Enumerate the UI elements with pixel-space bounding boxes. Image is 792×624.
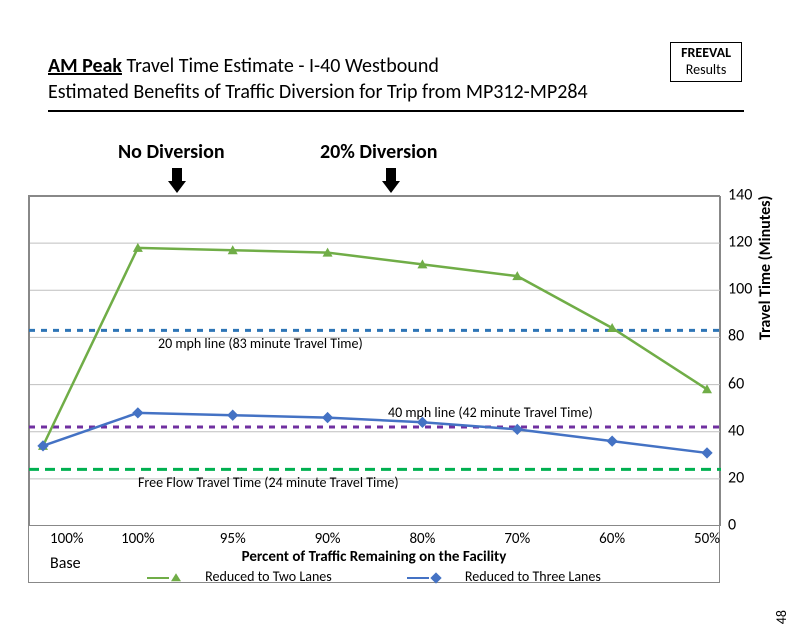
y-tick: 60 xyxy=(728,374,768,393)
x-tick: 90% xyxy=(315,530,341,548)
x-tick-100-outside: 100% xyxy=(50,530,84,548)
annotation-freeflow: Free Flow Travel Time (24 minute Travel … xyxy=(138,474,399,491)
title-line2: Estimated Benefits of Traffic Diversion … xyxy=(48,80,744,104)
x-tick: 70% xyxy=(504,530,530,548)
y-tick: 140 xyxy=(728,186,768,205)
chart-container: Percent of Traffic Remaining on the Faci… xyxy=(28,195,720,583)
arrow-icon xyxy=(168,168,186,194)
annotation-40mph: 40 mph line (42 minute Travel Time) xyxy=(388,404,593,421)
y-tick: 80 xyxy=(728,327,768,346)
y-tick: 100 xyxy=(728,280,768,299)
x-tick: 100% xyxy=(121,530,155,548)
x-tick: 60% xyxy=(599,530,625,548)
title-rule xyxy=(48,110,744,112)
arrow-icon xyxy=(382,168,400,194)
title-underline: AM Peak xyxy=(48,54,122,78)
base-label: Base xyxy=(50,554,81,573)
slide-number: 48 xyxy=(773,610,790,624)
no-diversion-label: No Diversion xyxy=(118,140,225,164)
y-tick: 120 xyxy=(728,233,768,252)
diversion-20-label: 20% Diversion xyxy=(320,140,437,164)
annotation-20mph: 20 mph line (83 minute Travel Time) xyxy=(158,335,363,352)
y-tick: 20 xyxy=(728,468,768,487)
x-tick: 95% xyxy=(220,530,246,548)
x-tick: 80% xyxy=(409,530,435,548)
title-line1: AM Peak Travel Time Estimate - I-40 West… xyxy=(48,54,744,78)
slide-header: AM Peak Travel Time Estimate - I-40 West… xyxy=(48,54,744,112)
x-axis-label: Percent of Traffic Remaining on the Faci… xyxy=(29,548,719,566)
y-axis-label: Travel Time (Minutes) xyxy=(756,195,775,340)
legend-item-three-lanes: Reduced to Three Lanes xyxy=(389,568,619,585)
y-tick: 40 xyxy=(728,421,768,440)
y-tick: 0 xyxy=(728,516,768,535)
title-rest: Travel Time Estimate - I-40 Westbound xyxy=(122,54,439,78)
legend: Reduced to Two Lanes Reduced to Three La… xyxy=(29,568,719,585)
x-tick: 50% xyxy=(694,530,720,548)
legend-item-two-lanes: Reduced to Two Lanes xyxy=(129,568,350,585)
